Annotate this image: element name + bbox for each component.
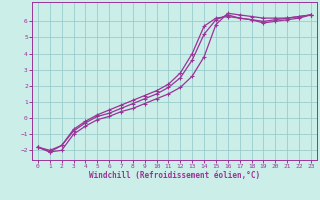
- X-axis label: Windchill (Refroidissement éolien,°C): Windchill (Refroidissement éolien,°C): [89, 171, 260, 180]
